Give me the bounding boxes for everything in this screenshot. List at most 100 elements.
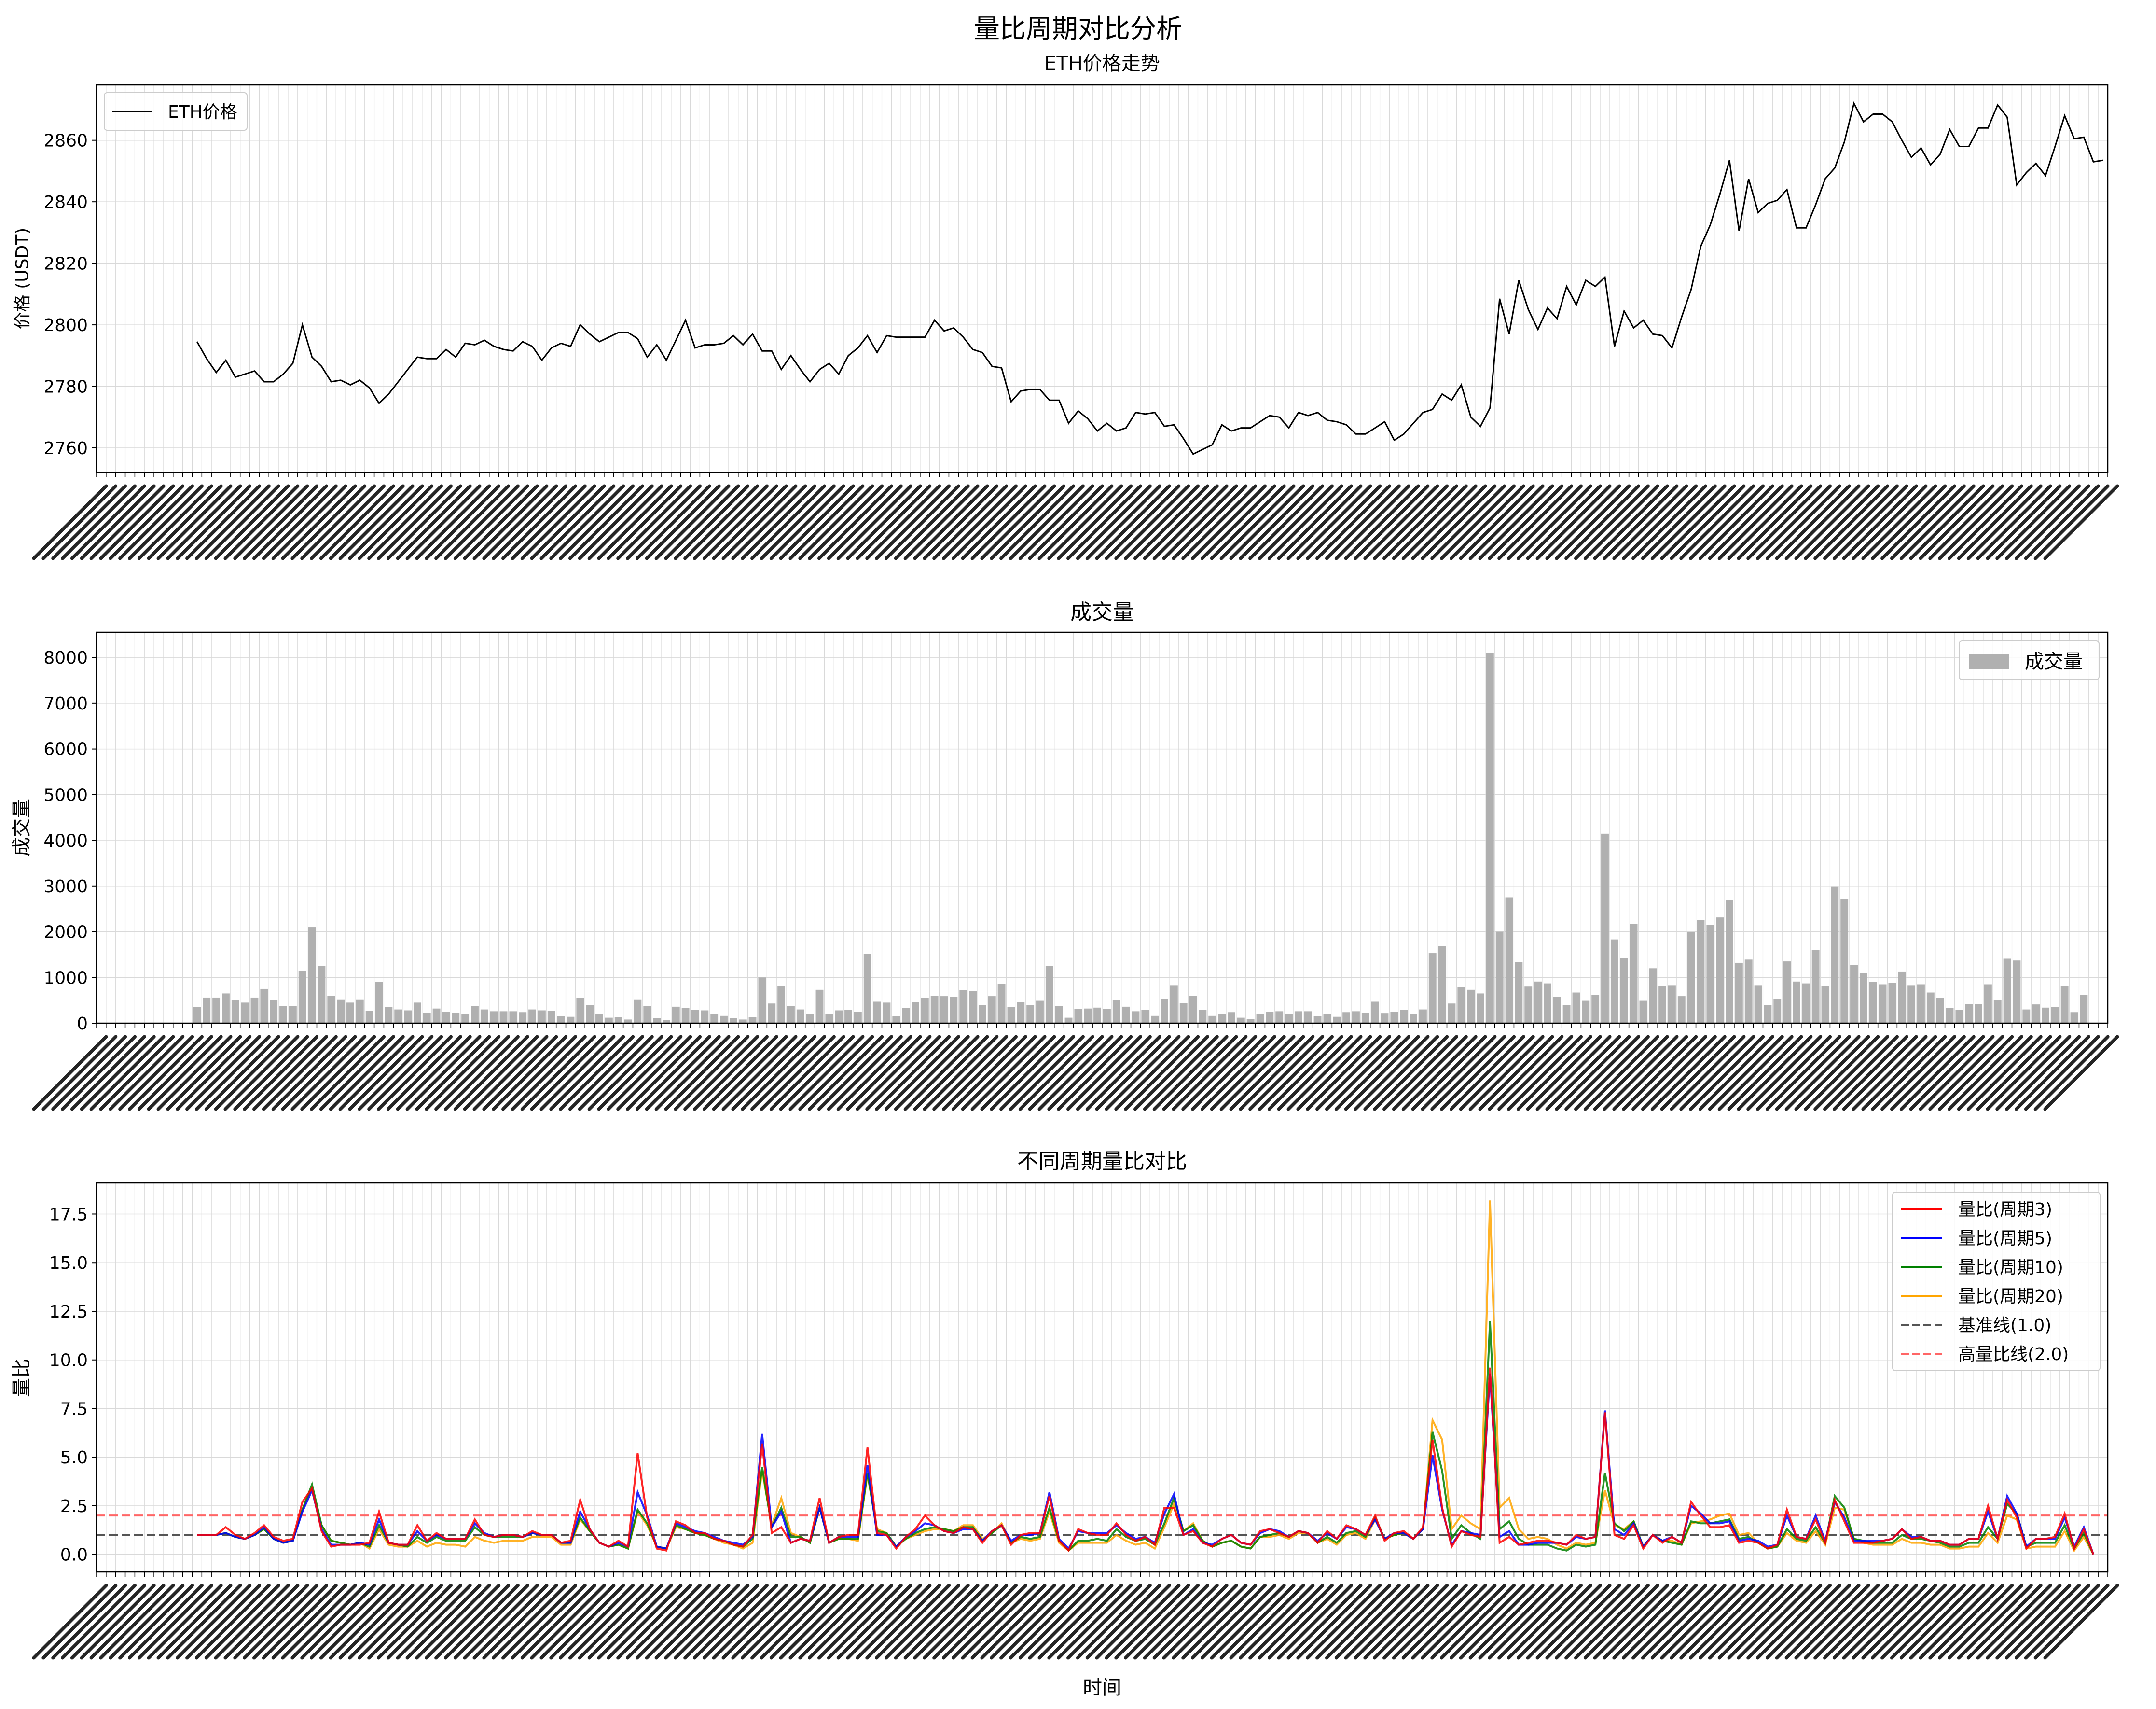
x-tick-label [1689, 1035, 1765, 1111]
volume-bar [1754, 985, 1762, 1023]
y-tick-label: 2780 [43, 377, 88, 397]
x-tick-label [1928, 1035, 2004, 1111]
x-tick-label [1354, 1584, 1430, 1660]
x-tick-label [1670, 1584, 1746, 1660]
x-tick-label [405, 484, 482, 560]
x-tick-label [1488, 484, 1564, 560]
volume-bar [1074, 1009, 1082, 1023]
x-tick-label [1095, 1035, 1171, 1111]
x-tick-label [597, 484, 673, 560]
volume-legend: 成交量 [1959, 640, 2100, 680]
x-tick-label [1037, 484, 1114, 560]
x-tick-label [492, 484, 568, 560]
volume-bar [1879, 984, 1887, 1023]
x-tick-label [1861, 484, 1937, 560]
x-tick-label [223, 1035, 300, 1111]
x-tick-label [951, 484, 1027, 560]
volume-bar [1534, 981, 1542, 1023]
volume-bar [318, 966, 326, 1023]
x-tick-label [1919, 1584, 1995, 1660]
x-tick-label [1641, 484, 1717, 560]
x-tick-label [970, 484, 1047, 560]
ratio-panel: 不同周期量比对比 0.0 2.5 5.0 7.5 10.0 12.5 15.0 17.5 量比… [11, 1149, 2137, 1699]
volume-bar [193, 1007, 201, 1023]
x-tick-label [281, 1584, 357, 1660]
x-tick-label [1497, 1035, 1574, 1111]
x-tick-label [1210, 484, 1286, 560]
x-tick-label [980, 1035, 1056, 1111]
x-tick-label [1976, 1035, 2052, 1111]
volume-bar [1275, 1011, 1284, 1023]
x-tick-label [300, 1035, 376, 1111]
x-tick-label [2014, 484, 2090, 560]
x-tick-label [932, 1035, 1009, 1111]
x-tick-label [156, 1035, 233, 1111]
x-tick-label [1746, 484, 1823, 560]
price-x-ticks [32, 472, 2137, 560]
volume-bar [1132, 1011, 1140, 1023]
y-tick-label: 5000 [43, 785, 88, 805]
volume-bar [1965, 1004, 1973, 1023]
volume-bar [1773, 999, 1782, 1023]
x-tick-label [1114, 1035, 1190, 1111]
x-tick-label [214, 1035, 290, 1111]
volume-bar [1161, 999, 1168, 1023]
x-tick-label [1172, 1035, 1248, 1111]
volume-bar [442, 1012, 450, 1023]
volume-bar [1524, 986, 1533, 1023]
x-tick-label [1756, 1584, 1832, 1660]
volume-bar [729, 1018, 737, 1023]
x-tick-label [1344, 1035, 1420, 1111]
x-tick-label [1344, 1584, 1420, 1660]
x-tick-label [1401, 1584, 1478, 1660]
volume-bar [557, 1016, 565, 1023]
x-tick-label [1354, 1035, 1430, 1111]
x-tick-label [1306, 484, 1382, 560]
ratio-plot-frame [96, 1182, 2109, 1573]
x-tick-label [99, 1584, 175, 1660]
x-tick-label [990, 484, 1066, 560]
volume-panel: 成交量 0 1000 2000 3000 4000 5000 6000 7000 8000 成交… [11, 600, 2137, 1111]
x-tick-label [1593, 484, 1669, 560]
legend-label-high: 高量比线(2.0) [1958, 1345, 2069, 1364]
x-tick-label [271, 1584, 347, 1660]
x-tick-label [1258, 1035, 1334, 1111]
x-tick-label [750, 484, 827, 560]
legend-label-baseline: 基准线(1.0) [1958, 1316, 2051, 1335]
x-tick-label [262, 484, 338, 560]
volume-bar [1543, 983, 1551, 1023]
x-tick-label [80, 1584, 156, 1660]
x-tick-label [501, 1584, 578, 1660]
x-tick-label [1334, 1584, 1410, 1660]
x-tick-label [741, 1035, 817, 1111]
volume-bar [1122, 1006, 1130, 1023]
x-tick-label [559, 1035, 635, 1111]
volume-bar [768, 1003, 776, 1023]
x-tick-label [712, 1584, 788, 1660]
volume-bar [873, 1001, 881, 1023]
volume-bar [1036, 1000, 1044, 1023]
x-tick-label [377, 484, 453, 560]
x-tick-label [1698, 1035, 1774, 1111]
volume-bar [2022, 1009, 2031, 1023]
x-tick-label [118, 484, 194, 560]
x-tick-label [348, 1035, 424, 1111]
volume-bar [892, 1016, 900, 1023]
x-tick-label [1488, 1035, 1564, 1111]
x-tick-label [1717, 484, 1794, 560]
price-legend: ETH价格 [104, 92, 248, 131]
volume-bar [2003, 958, 2011, 1023]
x-tick-label [310, 484, 386, 560]
x-tick-label [1660, 1584, 1736, 1660]
volume-bar [1630, 924, 1638, 1023]
x-tick-label [1162, 484, 1238, 560]
volume-bar [1084, 1008, 1092, 1023]
volume-legend-box [1959, 640, 2100, 680]
x-tick-label [951, 1035, 1027, 1111]
x-tick-label [654, 1584, 731, 1660]
x-tick-label [1066, 1035, 1143, 1111]
x-tick-label [1938, 1035, 2014, 1111]
volume-bar [653, 1018, 661, 1023]
x-tick-label [233, 1035, 309, 1111]
x-tick-label [1028, 484, 1104, 560]
